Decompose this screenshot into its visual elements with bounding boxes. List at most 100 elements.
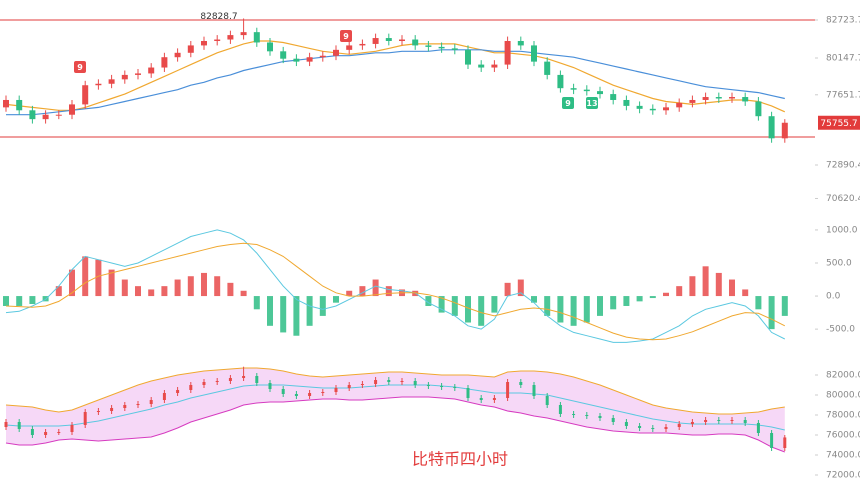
macd-bar bbox=[557, 296, 564, 323]
bar-body bbox=[242, 376, 246, 378]
candle-body bbox=[359, 43, 366, 46]
bar-body bbox=[479, 398, 483, 400]
bar-body bbox=[664, 427, 668, 429]
bar-body bbox=[308, 393, 312, 396]
macd-bar bbox=[372, 279, 379, 297]
candle-body bbox=[148, 67, 155, 74]
macd-line bbox=[5, 229, 786, 343]
bar-body bbox=[638, 426, 642, 428]
y-tick-label: 72000.0 bbox=[826, 471, 860, 481]
price-tag bbox=[818, 115, 860, 130]
bar-body bbox=[268, 383, 272, 389]
bar-body bbox=[281, 389, 285, 394]
candle-body bbox=[385, 38, 392, 41]
bar-body bbox=[162, 393, 166, 400]
bar-body bbox=[294, 394, 298, 396]
macd-bar bbox=[16, 296, 23, 306]
candle-body bbox=[187, 45, 194, 53]
candle-body bbox=[333, 49, 339, 56]
candle-body bbox=[781, 122, 788, 139]
macd-bar bbox=[82, 256, 89, 297]
y-tick-label: 70620.4 bbox=[826, 194, 860, 204]
macd-bar bbox=[333, 296, 339, 303]
candle-body bbox=[214, 39, 221, 41]
candle-body bbox=[491, 64, 498, 68]
bar-body bbox=[321, 392, 325, 393]
bar-body bbox=[57, 432, 61, 433]
bar-body bbox=[730, 420, 734, 421]
bar-body bbox=[585, 415, 589, 416]
candle-body bbox=[544, 61, 551, 75]
marker-box bbox=[586, 97, 598, 109]
bar-body bbox=[743, 420, 747, 423]
macd-bar bbox=[583, 296, 590, 323]
macd-bar bbox=[438, 296, 445, 313]
candle-body bbox=[557, 74, 564, 89]
bar-body bbox=[30, 429, 34, 435]
band-mid bbox=[5, 384, 785, 431]
bar-body bbox=[783, 437, 787, 448]
bar-body bbox=[176, 390, 180, 393]
y-tick-label: 76000.0 bbox=[826, 431, 860, 441]
bar-body bbox=[215, 381, 219, 382]
candle-body bbox=[267, 42, 273, 52]
macd-bar bbox=[531, 296, 537, 303]
high-label: 82828.7 bbox=[200, 12, 237, 22]
macd-bar bbox=[306, 296, 313, 326]
bar-body bbox=[149, 400, 153, 404]
bar-body bbox=[624, 422, 628, 426]
band-lower bbox=[5, 396, 785, 453]
bar-body bbox=[123, 405, 127, 408]
band-upper bbox=[5, 367, 785, 415]
bar-body bbox=[202, 382, 206, 385]
macd-bar bbox=[148, 289, 155, 297]
macd-bar bbox=[385, 286, 392, 297]
macd-bar bbox=[319, 296, 326, 316]
macd-bar bbox=[267, 296, 273, 326]
candle-body bbox=[174, 52, 181, 58]
bar-body bbox=[347, 385, 351, 388]
macd-bar bbox=[187, 276, 194, 297]
candle-body bbox=[227, 35, 234, 40]
bar-body bbox=[96, 411, 100, 412]
candle-body bbox=[610, 94, 617, 100]
marker-box bbox=[340, 30, 352, 42]
macd-bar bbox=[729, 279, 735, 297]
moving-average bbox=[5, 40, 786, 113]
y-tick-label: 1000.0 bbox=[826, 225, 858, 235]
macd-bar bbox=[135, 286, 141, 297]
macd-bar bbox=[121, 279, 128, 297]
macd-bar bbox=[227, 282, 234, 297]
macd-bar bbox=[346, 290, 353, 297]
candle-body bbox=[583, 89, 590, 92]
marker-label: 13 bbox=[586, 99, 597, 108]
candle-body bbox=[715, 97, 722, 99]
y-tick-label: 77651.7 bbox=[826, 90, 860, 100]
candle-body bbox=[16, 99, 23, 111]
candle-body bbox=[636, 105, 643, 109]
y-tick-label: 80147.7 bbox=[826, 53, 860, 63]
macd-bar bbox=[570, 296, 577, 326]
bar-body bbox=[598, 416, 602, 418]
candle-body bbox=[663, 107, 669, 111]
candle-body bbox=[531, 45, 537, 62]
price-tag-label: 75755.7 bbox=[820, 119, 857, 129]
candle-body bbox=[451, 48, 458, 50]
macd-bar bbox=[55, 286, 62, 297]
macd-bar bbox=[478, 296, 485, 326]
candle-body bbox=[504, 40, 511, 65]
candle-body bbox=[82, 85, 89, 105]
bar-body bbox=[519, 382, 523, 385]
bar-body bbox=[228, 378, 232, 381]
candle-body bbox=[201, 40, 207, 46]
marker-label: 9 bbox=[77, 63, 83, 72]
candle-body bbox=[438, 46, 445, 49]
macd-bar bbox=[214, 276, 221, 297]
bar-body bbox=[651, 428, 655, 429]
macd-bar bbox=[781, 296, 788, 316]
bar-body bbox=[545, 396, 549, 405]
bar-body bbox=[532, 385, 536, 396]
bar-body bbox=[17, 422, 21, 429]
macd-bar bbox=[715, 272, 722, 297]
marker-label: 9 bbox=[565, 99, 571, 108]
